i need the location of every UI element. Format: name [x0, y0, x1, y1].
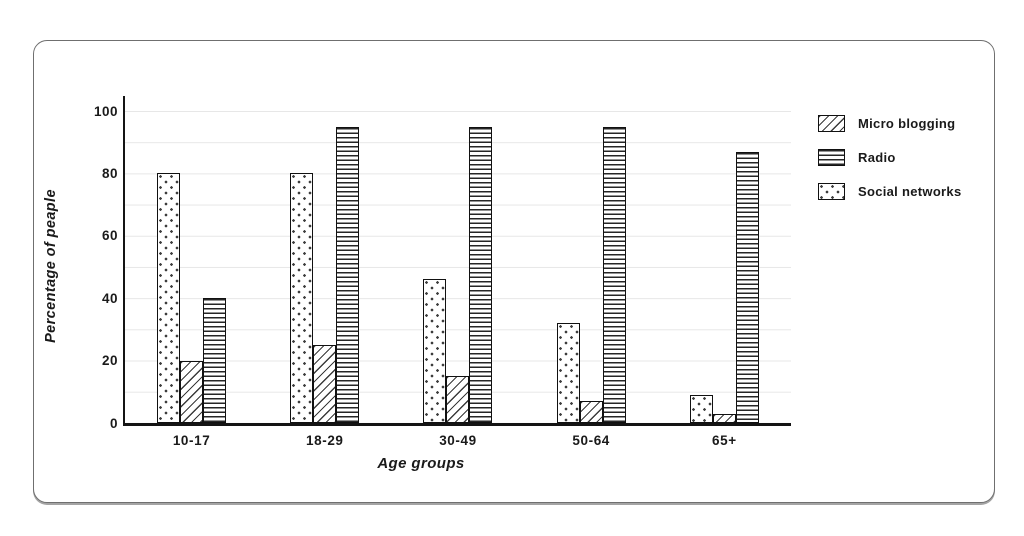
y-tick-label: 60 — [101, 228, 118, 244]
bar-group-65-: 65+ — [689, 111, 759, 448]
bar-radio — [735, 151, 759, 423]
bar-radio — [602, 126, 626, 423]
bar-group-18-29: 18-29 — [290, 111, 360, 448]
legend-label: Social networks — [858, 184, 962, 199]
bar-social-networks — [556, 323, 580, 423]
bar-micro-blogging — [579, 401, 603, 423]
legend-swatch-horizontal-icon — [818, 149, 845, 166]
x-category-label: 18-29 — [306, 433, 344, 448]
y-tick-label: 0 — [109, 415, 118, 431]
bar-social-networks — [157, 173, 181, 423]
y-axis-tick-labels: 0 20 40 60 80 100 — [82, 104, 118, 429]
y-tick-label: 100 — [93, 103, 118, 119]
bar-micro-blogging — [712, 413, 736, 423]
bar-micro-blogging — [180, 360, 204, 423]
bar-groups: 10-17 18-29 30-49 50-64 65+ — [125, 111, 791, 448]
legend-item-radio: Radio — [818, 149, 961, 166]
bar-group-50-64: 50-64 — [556, 111, 626, 448]
bar-social-networks — [290, 173, 314, 423]
y-tick-label: 80 — [101, 165, 118, 181]
x-category-label: 50-64 — [572, 433, 610, 448]
x-category-label: 65+ — [711, 433, 737, 448]
chart-card: Percentage of peaple 0 20 40 60 80 100 10-17 1… — [33, 40, 995, 503]
y-axis-title: Percentage of peaple — [43, 189, 59, 343]
bar-micro-blogging — [313, 345, 337, 423]
legend-label: Radio — [858, 150, 896, 165]
bar-radio — [203, 298, 227, 423]
legend-label: Micro blogging — [858, 116, 956, 131]
bar-micro-blogging — [446, 376, 470, 423]
x-category-label: 30-49 — [439, 433, 477, 448]
bar-radio — [336, 126, 360, 423]
legend-item-micro-blogging: Micro blogging — [818, 115, 961, 132]
x-axis-title: Age groups — [377, 455, 465, 472]
y-tick-label: 40 — [101, 290, 118, 306]
legend-item-social-networks: Social networks — [818, 183, 961, 200]
bar-radio — [469, 126, 493, 423]
bar-group-30-49: 30-49 — [423, 111, 493, 448]
bar-social-networks — [423, 279, 447, 423]
legend: Micro blogging Radio Social networks — [818, 115, 961, 200]
bar-social-networks — [689, 394, 713, 423]
legend-swatch-dots-icon — [818, 183, 845, 200]
y-tick-label: 20 — [101, 352, 118, 368]
plot-area: 10-17 18-29 30-49 50-64 65+ — [123, 96, 791, 448]
bar-group-10-17: 10-17 — [157, 111, 227, 448]
legend-swatch-diagonal-icon — [818, 115, 845, 132]
plot-gridlines: 10-17 18-29 30-49 50-64 65+ — [125, 111, 791, 448]
x-category-label: 10-17 — [172, 433, 211, 448]
